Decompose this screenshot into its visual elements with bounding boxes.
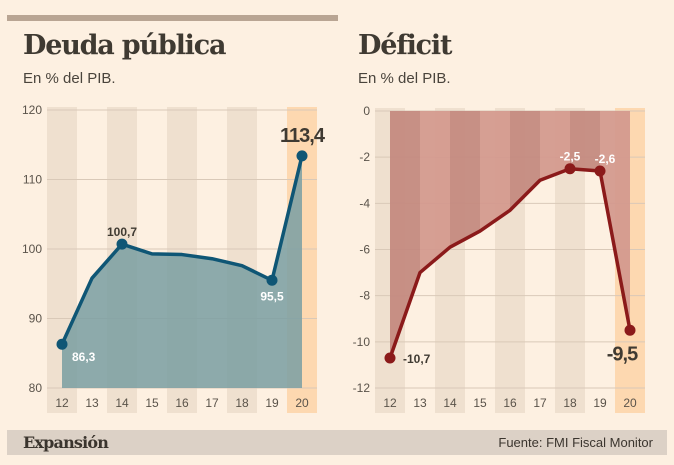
area-fill: [420, 111, 450, 273]
x-tick-label: 16: [175, 396, 189, 410]
data-point: [56, 338, 68, 350]
y-tick-label: -10: [353, 335, 371, 349]
series-line: [388, 166, 632, 359]
data-label: 95,5: [260, 289, 284, 303]
y-tick-label: 90: [29, 312, 43, 326]
x-tick-label: 16: [503, 396, 517, 410]
x-tick-label: 14: [443, 396, 457, 410]
data-label: -10,7: [403, 352, 431, 366]
y-tick-label: 100: [22, 242, 42, 256]
chart-title-debt: Deuda pública: [23, 30, 226, 61]
x-tick-label: 15: [473, 396, 487, 410]
y-tick-label: -4: [359, 196, 370, 210]
area-fill: [62, 155, 302, 388]
x-tick-label: 19: [265, 396, 279, 410]
y-tick-label: 0: [363, 104, 370, 118]
y-tick-label: 80: [29, 381, 43, 395]
y-tick-label: -8: [359, 289, 370, 303]
x-tick-label: 12: [55, 396, 69, 410]
x-tick-label: 18: [563, 396, 577, 410]
y-tick-label: 120: [22, 103, 42, 117]
data-label: 100,7: [107, 225, 137, 239]
footer: Expansión Fuente: FMI Fiscal Monitor: [7, 430, 667, 455]
area-fill: [480, 111, 510, 232]
area-fill: [390, 111, 420, 358]
area-fill: [540, 111, 570, 181]
x-tick-label: 13: [413, 396, 427, 410]
x-tick-label: 20: [295, 396, 309, 410]
data-point: [384, 352, 396, 364]
x-tick-label: 15: [145, 396, 159, 410]
chart-subtitle-debt: En % del PIB.: [23, 70, 116, 87]
data-point: [296, 150, 308, 162]
x-tick-label: 19: [593, 396, 607, 410]
data-label: -9,5: [607, 343, 638, 365]
area-fill: [600, 111, 630, 331]
y-tick-label: 110: [23, 173, 42, 187]
data-point: [564, 163, 576, 175]
x-tick-label: 20: [623, 396, 637, 410]
data-label: -2,5: [560, 150, 581, 164]
y-tick-label: -2: [359, 150, 370, 164]
y-tick-label: -12: [353, 381, 371, 395]
area-fill: [450, 111, 480, 248]
x-tick-label: 13: [85, 396, 99, 410]
x-tick-label: 12: [383, 396, 397, 410]
x-tick-label: 17: [533, 396, 547, 410]
data-label: 86,3: [72, 350, 96, 364]
data-label: -2,6: [595, 152, 616, 166]
data-label: 113,4: [280, 125, 326, 147]
chart-title-deficit: Déficit: [358, 30, 452, 61]
x-tick-label: 17: [205, 396, 219, 410]
data-point: [266, 274, 278, 286]
area-fill: [570, 111, 600, 172]
chart-subtitle-deficit: En % del PIB.: [358, 70, 451, 87]
x-tick-label: 18: [235, 396, 249, 410]
data-point: [594, 165, 606, 177]
series-line: [60, 155, 304, 345]
y-tick-label: -6: [359, 243, 370, 257]
source-text: Fuente: FMI Fiscal Monitor: [498, 435, 653, 450]
x-tick-label: 14: [115, 396, 129, 410]
data-point: [116, 238, 128, 250]
expansion-logo: Expansión: [23, 433, 109, 452]
top-rule: [7, 15, 338, 21]
data-point: [624, 324, 636, 336]
